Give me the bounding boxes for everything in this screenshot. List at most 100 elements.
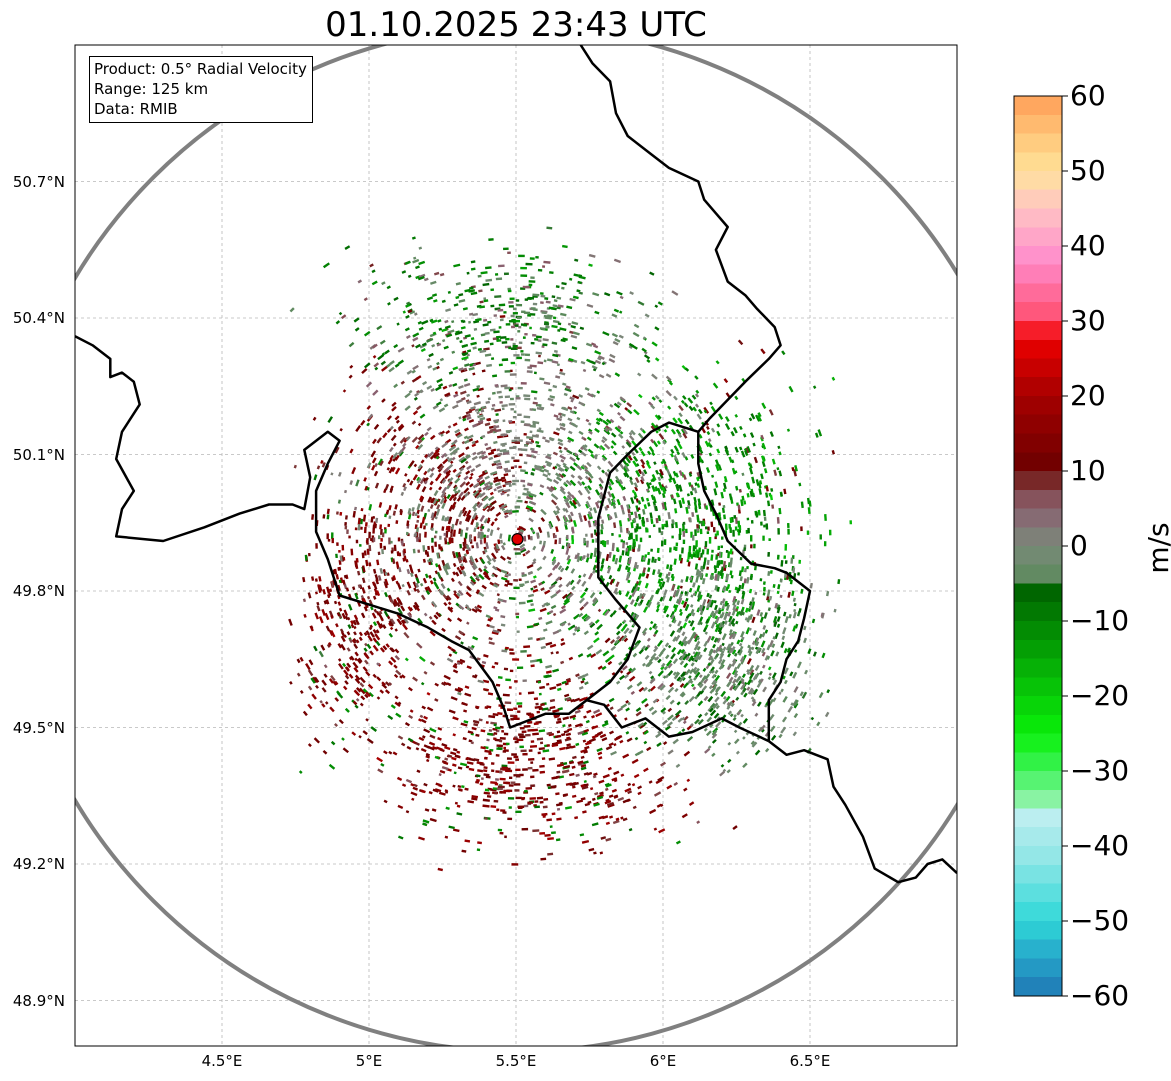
echo-gate xyxy=(510,338,514,341)
echo-gate xyxy=(788,385,794,393)
echo-gate xyxy=(477,679,485,684)
echo-gate xyxy=(570,474,575,479)
echo-gate xyxy=(724,620,728,625)
echo-gate xyxy=(755,511,759,518)
echo-gate xyxy=(341,612,347,620)
echo-gate xyxy=(672,619,677,624)
echo-gate xyxy=(416,527,419,533)
echo-gate xyxy=(526,564,534,569)
echo-gate xyxy=(465,550,469,555)
echo-gate xyxy=(637,573,643,580)
echo-gate xyxy=(447,457,453,463)
echo-gate xyxy=(558,576,563,581)
echo-gate xyxy=(660,662,666,668)
echo-gate xyxy=(496,593,500,597)
echo-gate xyxy=(556,817,562,821)
echo-gate xyxy=(540,294,546,298)
echo-gate xyxy=(414,392,420,397)
echo-gate xyxy=(630,511,634,516)
echo-gate xyxy=(407,274,412,279)
echo-gate xyxy=(562,514,568,522)
echo-gate xyxy=(580,360,586,365)
echo-gate xyxy=(326,508,330,515)
echo-gate xyxy=(418,836,425,841)
echo-gate xyxy=(708,649,714,657)
echo-gate xyxy=(629,599,635,605)
echo-gate xyxy=(364,653,370,660)
echo-gate xyxy=(722,488,726,493)
echo-gate xyxy=(431,545,435,553)
echo-gate xyxy=(652,501,656,506)
echo-gate xyxy=(508,767,511,771)
echo-gate xyxy=(562,464,570,471)
echo-gate xyxy=(504,460,510,464)
echo-gate xyxy=(528,296,535,300)
echo-gate xyxy=(327,642,332,647)
echo-gate xyxy=(443,532,447,536)
echo-gate xyxy=(749,689,755,696)
echo-gate xyxy=(672,636,678,643)
echo-gate xyxy=(620,634,628,642)
echo-gate xyxy=(655,430,659,434)
echo-gate xyxy=(359,682,365,688)
echo-gate xyxy=(540,545,546,552)
map-frame xyxy=(74,44,958,1047)
echo-gate xyxy=(637,432,644,439)
echo-gate xyxy=(694,563,699,570)
echo-gate xyxy=(480,450,487,455)
echo-gate xyxy=(538,747,545,751)
echo-gate xyxy=(626,737,633,743)
echo-gate xyxy=(633,408,640,416)
echo-gate xyxy=(772,636,776,640)
echo-gate xyxy=(533,397,537,400)
echo-gate xyxy=(354,506,358,511)
echo-gate xyxy=(492,374,498,378)
echo-gate xyxy=(675,492,680,497)
echo-gate xyxy=(465,410,473,415)
echo-gate xyxy=(507,573,512,577)
echo-gate xyxy=(747,649,752,654)
echo-gate xyxy=(311,576,315,581)
echo-gate xyxy=(491,557,497,563)
echo-gate xyxy=(614,372,621,377)
echo-gate xyxy=(575,673,580,678)
echo-gate xyxy=(731,649,737,655)
echo-gate xyxy=(668,547,672,553)
echo-gate xyxy=(792,625,797,632)
echo-gate xyxy=(472,490,477,495)
echo-gate xyxy=(682,474,687,480)
echo-gate xyxy=(707,695,714,703)
echo-gate xyxy=(503,488,511,493)
echo-gate xyxy=(798,482,802,487)
echo-gate xyxy=(768,672,772,677)
echo-gate xyxy=(505,337,510,341)
echo-gate xyxy=(726,769,731,774)
echo-gate xyxy=(786,647,791,653)
echo-gate xyxy=(729,527,732,533)
echo-gate xyxy=(500,623,506,627)
echo-gate xyxy=(597,356,602,361)
echo-gate xyxy=(515,768,521,772)
echo-gate xyxy=(479,416,486,421)
echo-gate xyxy=(605,553,610,562)
echo-gate xyxy=(736,663,742,670)
echo-gate xyxy=(507,560,512,565)
echo-gate xyxy=(388,632,394,638)
echo-gate xyxy=(319,699,323,704)
echo-gate xyxy=(675,542,679,547)
echo-gate xyxy=(467,730,474,735)
echo-gate xyxy=(354,657,358,662)
echo-gate xyxy=(571,526,575,534)
echo-gate xyxy=(618,534,622,538)
echo-gate xyxy=(730,459,735,464)
echo-gate xyxy=(395,712,402,718)
echo-gate xyxy=(641,697,648,704)
echo-gate xyxy=(482,495,489,502)
echo-gate xyxy=(419,477,426,485)
echo-gate xyxy=(608,574,613,580)
echo-gate xyxy=(386,415,392,421)
echo-gate xyxy=(613,587,619,594)
echo-gate xyxy=(466,393,471,398)
echo-gate xyxy=(358,687,366,695)
echo-gate xyxy=(447,290,451,294)
